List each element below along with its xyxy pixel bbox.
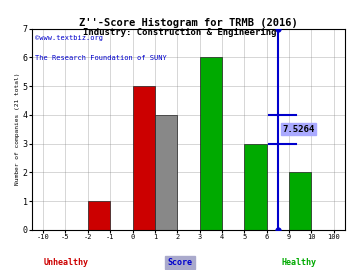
Text: Healthy: Healthy [282,258,317,267]
Y-axis label: Number of companies (21 total): Number of companies (21 total) [15,73,20,185]
Text: Unhealthy: Unhealthy [43,258,88,267]
Bar [155,115,177,230]
Title: Z''-Score Histogram for TRMB (2016): Z''-Score Histogram for TRMB (2016) [79,18,298,28]
Text: Industry: Construction & Engineering: Industry: Construction & Engineering [83,28,277,37]
Text: ©www.textbiz.org: ©www.textbiz.org [35,35,103,40]
Text: Score: Score [167,258,193,267]
Bar [132,86,155,230]
Text: The Research Foundation of SUNY: The Research Foundation of SUNY [35,55,167,61]
Bar [200,57,222,230]
Text: 7.5264: 7.5264 [283,125,315,134]
Bar [244,144,267,230]
Bar [289,173,311,230]
Bar [88,201,110,230]
